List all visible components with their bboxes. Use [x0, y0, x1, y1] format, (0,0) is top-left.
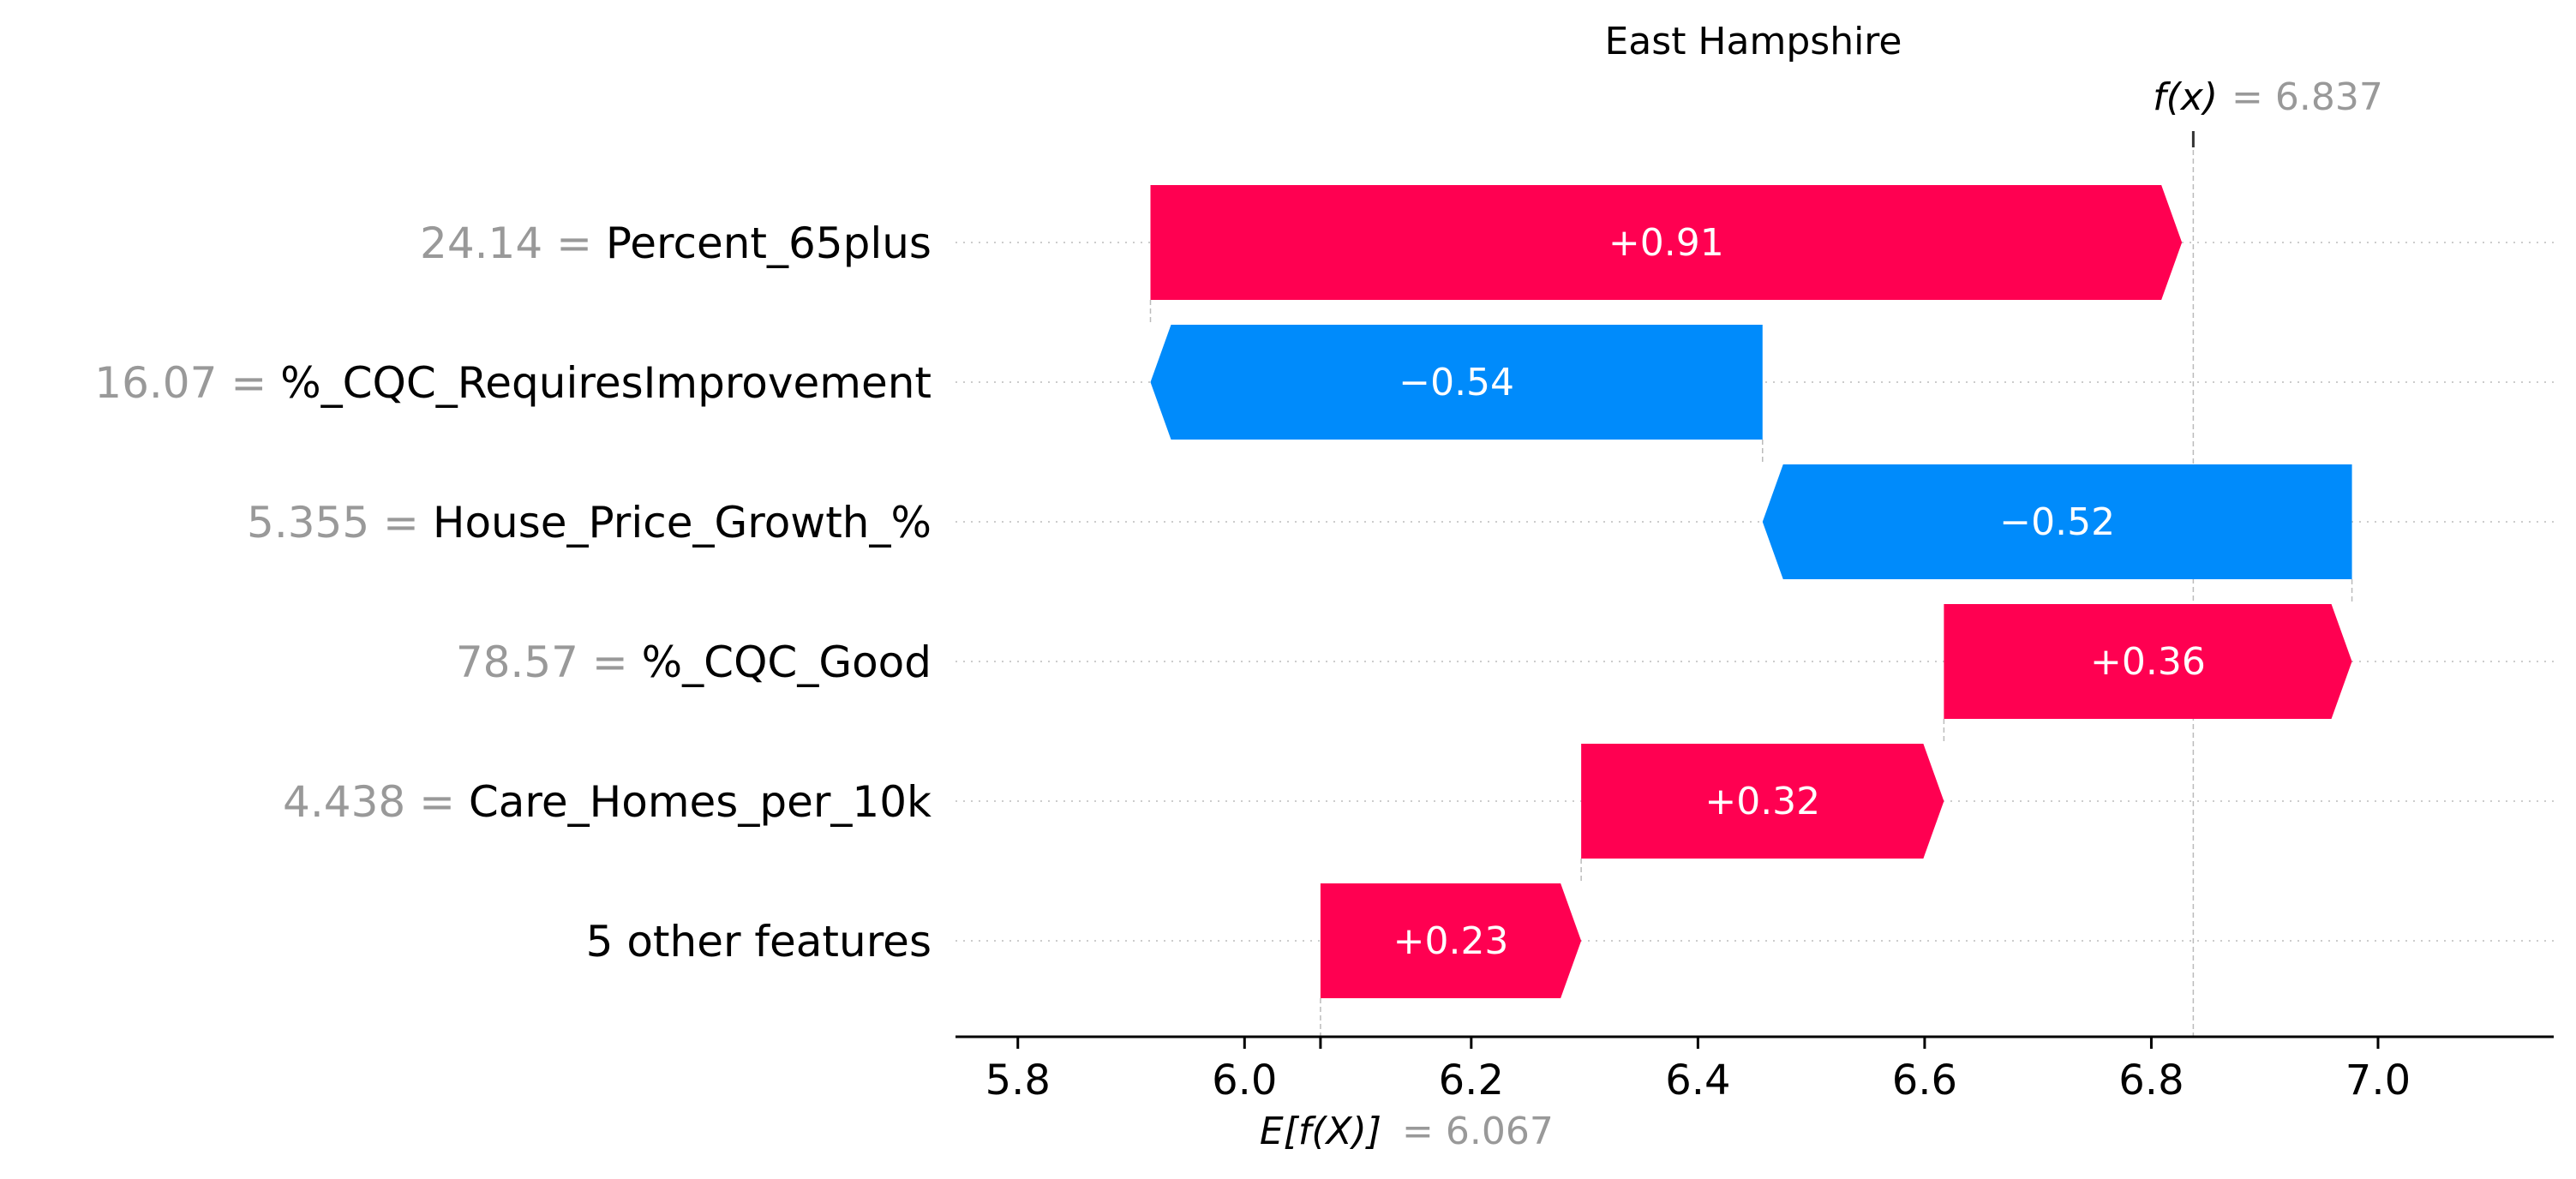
chart-title: East Hampshire — [1605, 20, 1902, 63]
contribution-bar — [1762, 464, 2352, 579]
bar-connectors — [1149, 131, 2353, 1037]
feature-label: 16.07 = %_CQC_RequiresImprovement — [94, 358, 932, 408]
bar-value-label: −0.54 — [1399, 361, 1514, 404]
feature-name: %_CQC_RequiresImprovement — [280, 358, 932, 408]
contribution-bar — [1150, 325, 1763, 440]
bar-value-label: +0.32 — [1704, 780, 1820, 823]
expected-value-value: = 6.067 — [1402, 1110, 1554, 1153]
bar-value-label: +0.91 — [1609, 221, 1724, 265]
feature-label: 4.438 = Care_Homes_per_10k — [283, 777, 932, 827]
feature-label: 78.57 = %_CQC_Good — [456, 637, 932, 687]
x-tick-label: 7.0 — [2345, 1056, 2411, 1104]
x-tick-label: 6.6 — [1892, 1056, 1957, 1104]
contribution-bar — [1944, 604, 2352, 719]
feature-name: 5 other features — [586, 917, 932, 967]
x-tick-label: 5.8 — [985, 1056, 1051, 1104]
feature-label: 5 other features — [586, 917, 932, 967]
feature-name: Percent_65plus — [606, 218, 932, 268]
feature-name: House_Price_Growth_% — [433, 498, 932, 548]
feature-value: 5.355 = — [247, 498, 433, 548]
bar-value-label: +0.36 — [2090, 640, 2206, 684]
contribution-bar — [1150, 185, 2183, 300]
x-tick-label: 6.8 — [2118, 1056, 2184, 1104]
feature-value: 24.14 = — [420, 218, 606, 268]
x-axis: 5.8 6.0 6.2 6.4 6.6 6.8 7.0 — [956, 1035, 2554, 1104]
fx-value: = 6.837 — [2232, 75, 2383, 119]
expected-value-annotation: E[f(X)] = 6.067 — [1260, 1110, 1554, 1153]
x-tick-label: 6.4 — [1665, 1056, 1730, 1104]
feature-label: 5.355 = House_Price_Growth_% — [247, 498, 932, 548]
feature-value: 4.438 = — [283, 777, 469, 827]
feature-value: 78.57 = — [456, 637, 642, 687]
feature-name: %_CQC_Good — [642, 637, 932, 687]
contribution-bar — [1581, 744, 1944, 859]
bar-value-label: −0.52 — [1999, 500, 2115, 544]
bar-value-label: +0.23 — [1393, 919, 1509, 963]
x-tick-label: 6.0 — [1212, 1056, 1277, 1104]
feature-labels: 24.14 = Percent_65plus 16.07 = %_CQC_Requ… — [94, 218, 932, 967]
expected-value-label: E[f(X)] — [1260, 1110, 1381, 1153]
fx-annotation: f(x) = 6.837 — [2153, 75, 2383, 119]
feature-label: 24.14 = Percent_65plus — [420, 218, 932, 268]
contribution-bar — [1320, 883, 1582, 998]
feature-name: Care_Homes_per_10k — [469, 777, 932, 827]
fx-label: f(x) — [2153, 75, 2218, 119]
feature-value: 16.07 = — [94, 358, 280, 408]
contribution-bars: +0.91 −0.54 −0.52 +0.36 +0.32 +0.23 — [1150, 185, 2352, 998]
x-tick-label: 6.2 — [1439, 1056, 1504, 1104]
